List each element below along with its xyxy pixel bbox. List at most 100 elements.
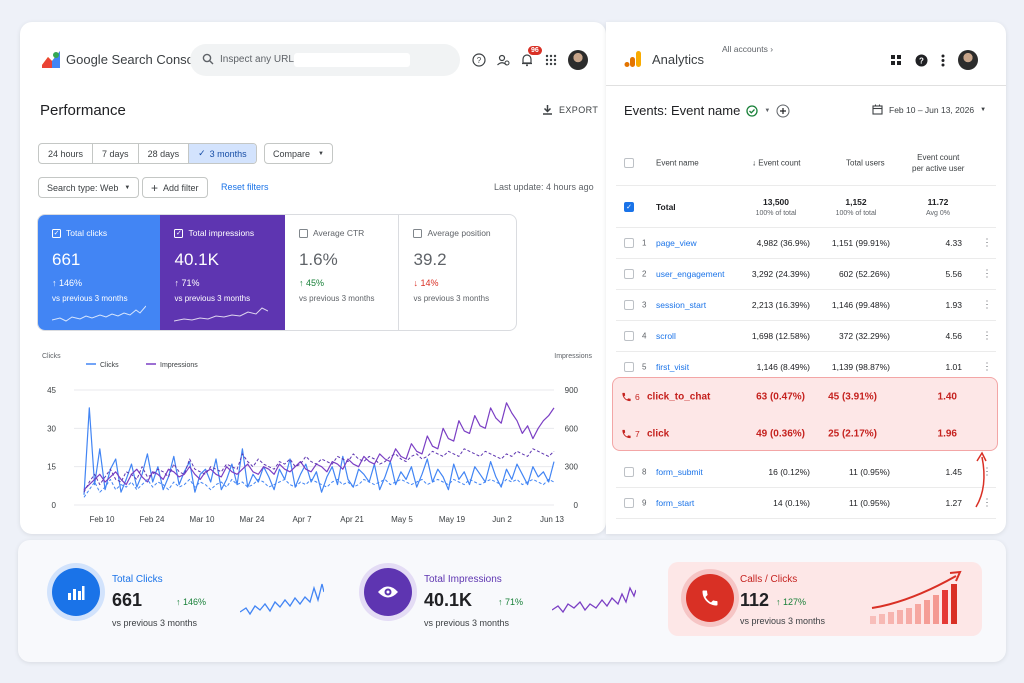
notification-badge: 96: [528, 46, 542, 55]
metric-average-ctr[interactable]: Average CTR 1.6% ↑ 45% vs previous 3 mon…: [285, 215, 400, 330]
metric-average-position[interactable]: Average position 39.2 ↓ 14% vs previous …: [399, 215, 516, 330]
row-checkbox[interactable]: [624, 269, 634, 279]
checkbox-checked-icon[interactable]: ✓: [52, 228, 61, 238]
kpi-delta: ↑ 127%: [776, 597, 806, 607]
x-tick-label: Feb 24: [140, 515, 165, 524]
total-users: 1,152 100% of total: [822, 197, 890, 217]
event-name-link[interactable]: click_to_chat: [647, 391, 711, 402]
x-tick-label: Jun 2: [492, 515, 512, 524]
add-comparison-icon[interactable]: [776, 104, 790, 118]
reset-filters-link[interactable]: Reset filters: [221, 182, 269, 192]
range-28-days[interactable]: 28 days: [139, 144, 190, 163]
check-icon: ✓: [198, 148, 206, 158]
select-all-checkbox[interactable]: [624, 157, 634, 168]
checkbox-unchecked-icon[interactable]: [298, 228, 308, 238]
row-more-icon[interactable]: ⋮: [982, 466, 992, 478]
row-more-icon[interactable]: ⋮: [982, 361, 992, 373]
event-count: 3,292 (24.39%): [751, 269, 810, 279]
event-name-link[interactable]: session_start: [656, 300, 707, 310]
user-avatar[interactable]: [958, 50, 978, 70]
event-name-link[interactable]: user_engagement: [656, 269, 725, 279]
chevron-down-icon[interactable]: ▼: [764, 107, 771, 114]
total-label: Total: [656, 201, 676, 212]
more-vert-icon[interactable]: [941, 54, 945, 67]
event-name-link[interactable]: scroll: [656, 331, 676, 341]
notifications-bell-icon[interactable]: [520, 53, 534, 67]
table-row[interactable]: 4 scroll 1,698 (12.58%) 372 (32.29%) 4.56 ⋮: [616, 321, 996, 352]
col-total-users[interactable]: Total users: [846, 158, 885, 167]
row-more-icon[interactable]: ⋮: [982, 268, 992, 280]
kpi-value: 112: [740, 590, 770, 610]
chevron-down-icon: ▼: [124, 184, 131, 191]
metric-total-clicks[interactable]: ✓ Total clicks 661 ↑ 146% vs previous 3 m…: [38, 215, 161, 330]
help-icon[interactable]: ?: [472, 53, 486, 67]
kpi-vs: vs previous 3 months: [740, 616, 826, 626]
row-number: 4: [642, 331, 647, 341]
manage-users-icon[interactable]: [496, 53, 510, 67]
x-tick-label: Mar 24: [240, 515, 265, 524]
row-more-icon[interactable]: ⋮: [982, 237, 992, 249]
event-name-link[interactable]: form_start: [656, 498, 695, 508]
range-3-months[interactable]: ✓ 3 months: [189, 144, 256, 163]
event-name-link[interactable]: click: [647, 428, 670, 439]
checkbox-unchecked-icon[interactable]: [413, 228, 423, 238]
col-event-name[interactable]: Event name: [656, 158, 699, 167]
event-count: 16 (0.12%): [768, 467, 810, 477]
table-row[interactable]: 2 user_engagement 3,292 (24.39%) 602 (52.26…: [616, 259, 996, 290]
date-range-selector: 24 hours 7 days 28 days ✓ 3 months: [38, 143, 257, 164]
arrow-down-icon: ↓: [413, 278, 421, 288]
table-row[interactable]: 8 form_submit 16 (0.12%) 11 (0.95%) 1.45 ⋮: [616, 457, 996, 488]
apps-icon[interactable]: [890, 54, 902, 66]
add-filter-button[interactable]: + Add filter: [142, 177, 208, 198]
chevron-down-icon: ▼: [980, 106, 987, 113]
user-avatar[interactable]: [568, 50, 588, 70]
range-7-days[interactable]: 7 days: [93, 144, 139, 163]
row-more-icon[interactable]: ⋮: [982, 497, 992, 509]
table-row[interactable]: 3 session_start 2,213 (16.39%) 1,146 (99.48…: [616, 290, 996, 321]
row-checkbox[interactable]: [624, 300, 634, 310]
col-event-count[interactable]: ↓ Event count: [752, 158, 800, 167]
all-accounts-breadcrumb[interactable]: All accounts ›: [722, 44, 773, 54]
range-24-hours[interactable]: 24 hours: [39, 144, 94, 163]
event-name-link[interactable]: page_view: [656, 238, 697, 248]
kpi-vs: vs previous 3 months: [112, 618, 198, 628]
search-type-dropdown[interactable]: Search type: Web ▼: [38, 177, 140, 198]
row-number: 3: [642, 300, 647, 310]
metric-value: 1.6%: [298, 250, 338, 269]
metric-vs: vs previous 3 months: [52, 294, 128, 303]
metric-total-impressions[interactable]: ✓ Total impressions 40.1K ↑ 71% vs previo…: [160, 215, 285, 330]
help-icon[interactable]: ?: [915, 54, 928, 67]
row-more-icon[interactable]: ⋮: [982, 330, 992, 342]
compare-dropdown[interactable]: Compare ▼: [264, 143, 333, 164]
right-tick-label: 900: [565, 386, 579, 395]
event-name-link[interactable]: form_submit: [656, 467, 703, 477]
row-checkbox[interactable]: [624, 362, 634, 372]
checkbox-checked-icon[interactable]: ✓: [174, 228, 184, 238]
row-more-icon[interactable]: ⋮: [982, 299, 992, 311]
total-users: 11 (0.95%): [849, 467, 890, 477]
eye-icon: [364, 568, 412, 616]
event-name-link[interactable]: first_visit: [656, 362, 690, 372]
date-range-picker[interactable]: Feb 10 – Jun 13, 2026 ▼: [872, 104, 986, 115]
verified-check-icon[interactable]: [746, 104, 758, 117]
x-tick-label: Jun 13: [540, 515, 565, 524]
row-checkbox[interactable]: [624, 498, 634, 508]
table-row-highlight[interactable]: 7 click 49 (0.36%) 25 (2.17%) 1.96: [613, 415, 997, 452]
chevron-right-icon: ›: [770, 44, 774, 54]
total-per-sub: Avg 0%: [926, 209, 950, 217]
row-number: 1: [642, 238, 647, 248]
series-line-comparison: [83, 448, 555, 493]
row-checkbox[interactable]: [624, 467, 634, 477]
row-checkbox[interactable]: [624, 331, 634, 341]
table-row[interactable]: 9 form_start 14 (0.1%) 11 (0.95%) 1.27 ⋮: [616, 488, 996, 519]
total-users-value: 1,152: [845, 196, 867, 207]
apps-grid-icon[interactable]: [544, 53, 558, 67]
table-row-highlight[interactable]: 6 click_to_chat 63 (0.47%) 45 (3.91%) 1.…: [613, 378, 997, 415]
table-row[interactable]: 1 page_view 4,982 (36.9%) 1,151 (99.91%) 4.3…: [616, 228, 996, 259]
total-count-sub: 100% of total: [755, 209, 797, 217]
col-per-user[interactable]: Event count per active user: [912, 151, 964, 173]
total-checkbox[interactable]: ✓: [624, 201, 634, 212]
url-inspect-search[interactable]: Inspect any URL in: [190, 44, 460, 76]
export-button[interactable]: EXPORT: [542, 104, 598, 115]
row-checkbox[interactable]: [624, 238, 634, 248]
